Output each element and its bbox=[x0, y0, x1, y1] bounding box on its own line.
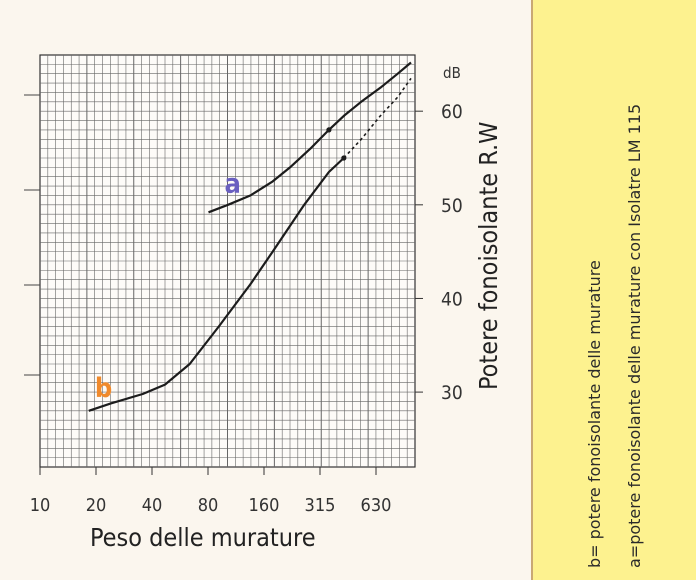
x-tick-label: 80 bbox=[198, 495, 219, 516]
legend-text-a: a=potere fonoisolante delle murature con… bbox=[625, 103, 644, 568]
legend-text-b: b= potere fonoisolante delle murature bbox=[585, 260, 604, 568]
x-tick-label: 315 bbox=[305, 495, 336, 516]
x-tick-label: 20 bbox=[86, 495, 107, 516]
x-tick-label: 160 bbox=[249, 495, 280, 516]
y-tick-label: 60 bbox=[441, 101, 463, 123]
grid bbox=[24, 55, 415, 467]
x-tick-label: 10 bbox=[30, 495, 51, 516]
series-label-b: b bbox=[95, 373, 112, 404]
series-extension-b bbox=[343, 77, 412, 159]
series-point-b bbox=[341, 155, 347, 161]
y-axis-label: Potere fonoisolante R.W bbox=[474, 122, 503, 390]
series-line-a bbox=[208, 61, 412, 214]
y-unit-label: dB bbox=[443, 64, 461, 82]
series-line-b bbox=[88, 157, 345, 412]
series-label-a: a bbox=[224, 168, 240, 199]
x-axis-label: Peso delle murature bbox=[90, 523, 316, 552]
x-tick-label: 40 bbox=[142, 495, 163, 516]
data-lines: ab bbox=[88, 61, 412, 412]
y-tick-label: 30 bbox=[441, 382, 463, 404]
tick-labels: 10 20 40 80 160 315 630 30 40 50 60 bbox=[30, 101, 463, 516]
y-tick-label: 40 bbox=[441, 288, 463, 310]
legend-panel bbox=[531, 0, 696, 580]
y-tick-label: 50 bbox=[441, 195, 463, 217]
series-point-a bbox=[326, 127, 332, 133]
x-tick-label: 630 bbox=[361, 495, 392, 516]
